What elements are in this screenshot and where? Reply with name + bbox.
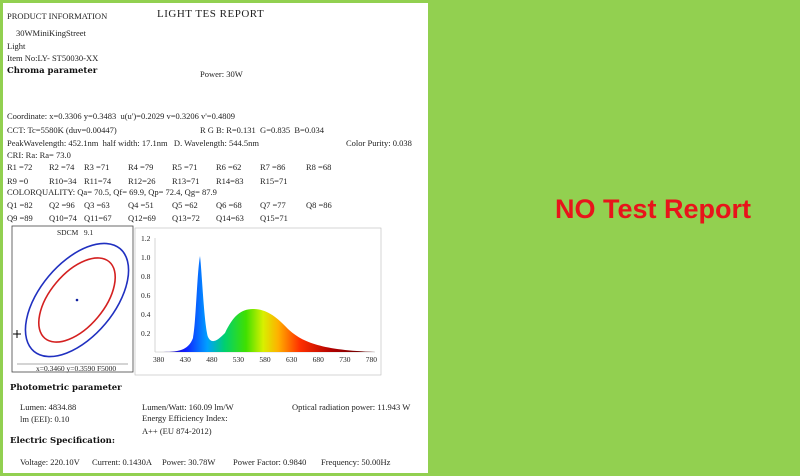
q-value: Q12=69 (128, 213, 156, 223)
x-tick-label: 680 (312, 355, 324, 364)
y-tick-label: 1.0 (141, 253, 151, 262)
section-label: PRODUCT INFORMATION (7, 11, 108, 21)
report-sheet: PRODUCT INFORMATION LIGHT TES REPORT 30WMi… (3, 3, 428, 473)
y-tick-label: 0.4 (141, 310, 151, 319)
sdcm-title: SDCM 9.1 (57, 228, 94, 237)
r-value: R10=34 (49, 176, 77, 186)
item-no: Item No:LY- ST50030-XX (7, 53, 99, 63)
eei: Energy Efficiency Index: (142, 413, 228, 423)
product-name: 30WMiniKingStreet (16, 28, 86, 38)
x-tick-label: 430 (179, 355, 191, 364)
y-tick-label: 0.2 (141, 329, 151, 338)
r-value: R5 =71 (172, 162, 198, 172)
q-value: Q11=67 (84, 213, 112, 223)
section-heading: Electric Specification: (10, 436, 115, 446)
coordinate: Coordinate: x=0.3306 y=0.3483 u(u')=0.20… (7, 111, 235, 121)
spectrum-curve (160, 256, 375, 352)
q-value: Q14=63 (216, 213, 244, 223)
x-tick-label: 580 (259, 355, 271, 364)
q-value: Q8 =86 (306, 200, 332, 210)
q-value: Q5 =62 (172, 200, 198, 210)
eei-class: A++ (EU 874-2012) (142, 426, 212, 436)
r-value: R14=83 (216, 176, 244, 186)
product-type: Light (7, 41, 26, 51)
sdcm-marker (13, 330, 21, 338)
x-tick-label: 480 (206, 355, 218, 364)
sdcm-outer-ellipse (24, 242, 130, 358)
cri: CRI: Ra: Ra= 73.0 (7, 150, 71, 160)
q-value: Q10=74 (49, 213, 77, 223)
optical-power: Optical radiation power: 11.943 W (292, 402, 411, 412)
r-value: R8 =68 (306, 162, 332, 172)
peak-wavelength: PeakWavelength: 452.1nm half width: 17.1… (7, 138, 260, 148)
r-value: R9 =0 (7, 176, 29, 186)
charts (11, 225, 382, 376)
sdcm-footer: x=0.3460 y=0.3590 F5000 (36, 364, 117, 373)
rgb: R G B: R=0.131 G=0.835 B=0.034 (200, 125, 324, 135)
section-heading: Chroma parameter (7, 66, 98, 76)
color-purity: Color Purity: 0.038 (346, 138, 412, 148)
cct: CCT: Tc=5580K (duv=0.00447) (7, 125, 117, 135)
r-value: R13=71 (172, 176, 200, 186)
sdcm-point (75, 298, 79, 302)
q-value: Q9 =89 (7, 213, 33, 223)
y-tick-label: 1.2 (141, 234, 151, 243)
sdcm-frame (11, 225, 134, 373)
r-value: R6 =62 (216, 162, 242, 172)
r-value: R4 =79 (128, 162, 154, 172)
lm-eei: lm (EEI): 0.10 (20, 414, 70, 424)
y-tick-label: 0.6 (141, 291, 151, 300)
color-quality: COLORQUALITY: Qa= 70.5, Qf= 69.9, Qp= 72… (7, 187, 217, 197)
r-value: R1 =72 (7, 162, 33, 172)
y-tick-label: 0.8 (141, 272, 151, 281)
x-tick-label: 780 (365, 355, 378, 364)
r-value: R15=71 (260, 176, 288, 186)
q-value: Q1 =82 (7, 200, 33, 210)
r-value: R3 =71 (84, 162, 110, 172)
electric-item: Power Factor: 0.9840 (233, 457, 307, 467)
electric-item: Current: 0.1430A (92, 457, 152, 467)
electric-item: Power: 30.78W (162, 457, 216, 467)
x-tick-label: 730 (339, 355, 351, 364)
power: Power: 30W (200, 69, 243, 79)
q-value: Q7 =77 (260, 200, 286, 210)
q-value: Q13=72 (172, 213, 200, 223)
x-tick-label: 530 (232, 355, 245, 364)
lumen: Lumen: 4834.88 (20, 402, 77, 412)
section-heading: Photometric parameter (10, 383, 122, 393)
x-tick-label: 630 (286, 355, 298, 364)
banner: NO Test Report (555, 194, 752, 224)
sdcm-inner-ellipse (37, 257, 117, 343)
lumen-watt: Lumen/Watt: 160.09 lm/W (142, 402, 234, 412)
electric-item: Voltage: 220.10V (20, 457, 80, 467)
r-value: R12=26 (128, 176, 156, 186)
q-value: Q15=71 (260, 213, 288, 223)
spectrum-frame (134, 227, 382, 376)
r-value: R11=74 (84, 176, 112, 186)
x-tick-label: 380 (153, 355, 165, 364)
q-value: Q3 =63 (84, 200, 110, 210)
q-value: Q2 =96 (49, 200, 75, 210)
r-value: R2 =74 (49, 162, 75, 172)
q-value: Q6 =68 (216, 200, 242, 210)
r-value: R7 =86 (260, 162, 286, 172)
report-title: LIGHT TES REPORT (157, 8, 265, 20)
electric-item: Frequency: 50.00Hz (321, 457, 391, 467)
q-value: Q4 =51 (128, 200, 154, 210)
